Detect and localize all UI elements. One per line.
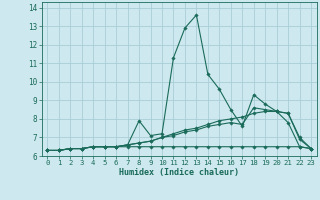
- X-axis label: Humidex (Indice chaleur): Humidex (Indice chaleur): [119, 168, 239, 177]
